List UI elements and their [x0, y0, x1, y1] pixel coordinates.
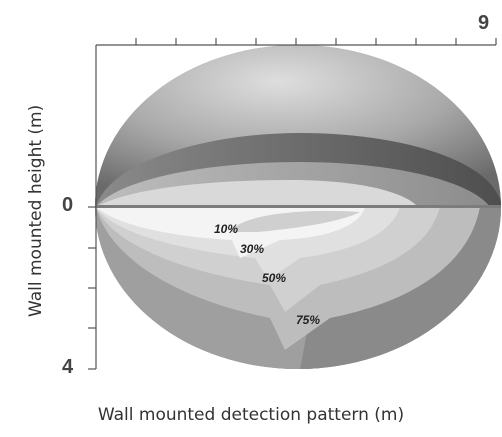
x-axis-end-label: 9	[478, 12, 490, 34]
y-axis-label-0: 0	[62, 194, 74, 216]
axes	[88, 38, 497, 370]
zone-label-30: 30%	[240, 242, 265, 256]
zone-label-10: 10%	[214, 222, 239, 236]
zone-label-75: 75%	[296, 313, 321, 327]
x-axis-title: Wall mounted detection pattern (m)	[97, 405, 405, 425]
y-axis-title: Wall mounted height (m)	[26, 104, 46, 317]
y-axis-label-4: 4	[62, 356, 74, 378]
zone-label-50: 50%	[262, 271, 287, 285]
inner-cut	[230, 210, 360, 232]
light-ring	[96, 180, 418, 207]
zero-line-shade	[95, 205, 501, 208]
